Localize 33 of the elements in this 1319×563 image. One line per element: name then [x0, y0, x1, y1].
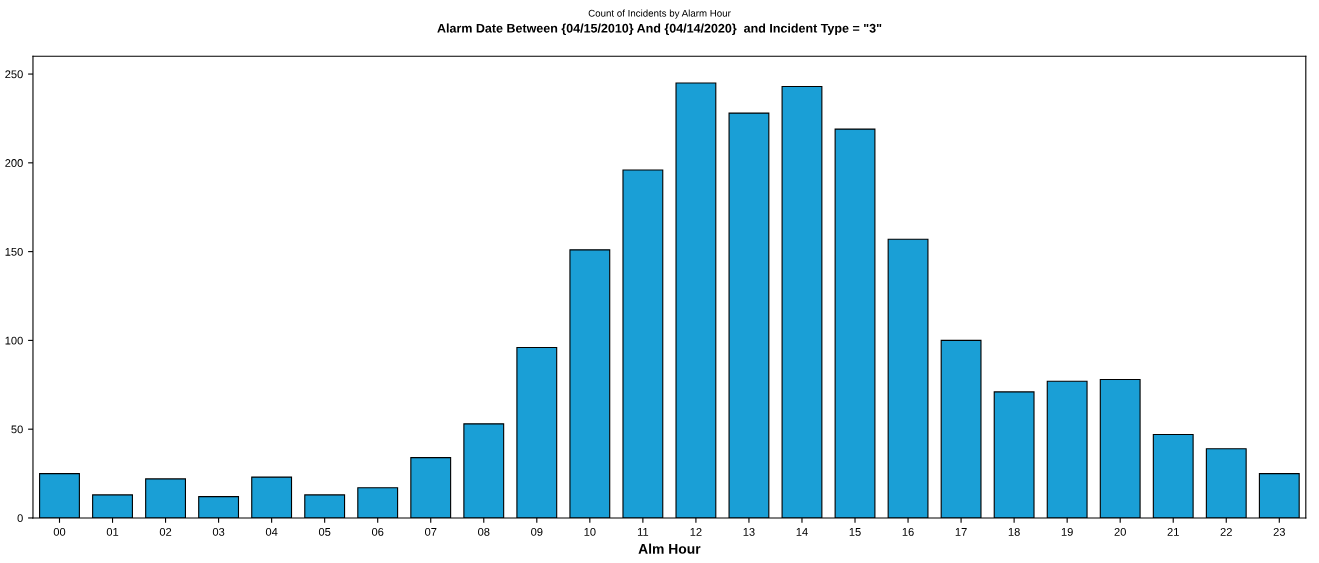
x-tick-label: 10 [584, 527, 596, 536]
x-tick-label: 00 [53, 527, 66, 536]
x-tick-label: 07 [424, 527, 437, 536]
x-tick-label: 03 [212, 527, 225, 536]
x-tick-label: 17 [955, 528, 967, 536]
x-tick-label: 01 [106, 527, 119, 536]
y-tick-label: 200 [5, 159, 23, 167]
x-tick-label: 04 [265, 527, 278, 536]
x-tick-label: 23 [1273, 527, 1285, 536]
x-tick-label: 09 [531, 527, 543, 536]
x-tick-label: 08 [478, 527, 490, 536]
x-tick-label: 13 [743, 527, 755, 536]
chart-subtitle: Count of Incidents by Alarm Hour [588, 9, 731, 19]
x-tick-label: 15 [849, 528, 861, 536]
x-tick-label: 18 [1008, 527, 1020, 536]
x-tick-label: 21 [1167, 527, 1179, 536]
y-tick-label: 0 [17, 514, 23, 523]
y-tick-label: 50 [11, 425, 23, 434]
x-tick-label: 11 [637, 528, 649, 536]
x-tick-label: 16 [902, 527, 914, 536]
y-tick-label: 100 [5, 336, 23, 345]
y-tick-label: 150 [5, 247, 23, 256]
x-tick-label: 22 [1220, 527, 1232, 536]
x-tick-label: 12 [690, 527, 702, 536]
x-tick-label: 06 [371, 527, 384, 536]
x-tick-label: 05 [318, 527, 331, 536]
x-tick-label: 14 [796, 528, 808, 536]
x-axis-title: Alm Hour [638, 543, 701, 554]
x-tick-label: 02 [159, 527, 172, 536]
x-tick-label: 19 [1061, 527, 1073, 536]
chart-title: Alarm Date Between {04/15/2010} And {04/14/2020} and Incident Type = "3" [437, 23, 882, 36]
x-tick-label: 20 [1114, 527, 1126, 536]
y-tick-label: 250 [5, 70, 23, 79]
